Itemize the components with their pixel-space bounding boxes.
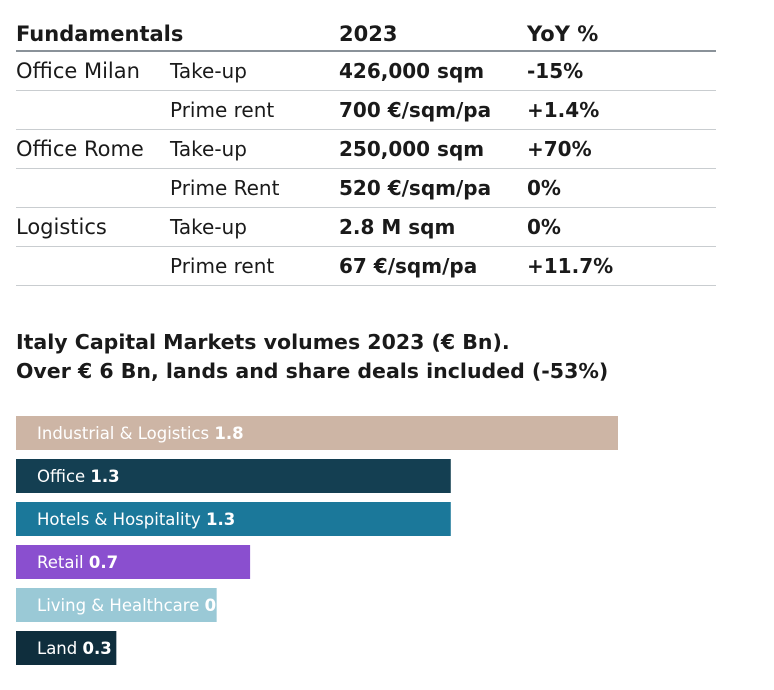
- bar-label: Industrial & Logistics 1.8: [37, 424, 244, 443]
- header-year: 2023: [339, 22, 398, 46]
- row-value: 67 €/sqm/pa: [339, 254, 478, 278]
- bar-value-label: 0.3: [82, 639, 111, 658]
- bar-category-label: Living & Healthcare: [37, 596, 205, 615]
- bar-category-label: Land: [37, 639, 82, 658]
- header-yoy: YoY %: [527, 22, 599, 46]
- bar-value-label: 1.3: [90, 467, 119, 486]
- bar-category-label: Industrial & Logistics: [37, 424, 214, 443]
- row-group: Logistics: [16, 215, 107, 239]
- table-row: Logistics Take-up 2.8 M sqm 0%: [16, 208, 716, 247]
- row-metric: Take-up: [170, 137, 247, 161]
- row-metric: Prime rent: [170, 98, 275, 122]
- bar-label: Living & Healthcare 0.6: [37, 596, 234, 615]
- bar-office: [16, 459, 451, 493]
- fundamentals-table: Fundamentals 2023 YoY % Office Milan Tak…: [16, 20, 716, 286]
- row-yoy: 0%: [527, 176, 561, 200]
- bar-value-label: 1.8: [214, 424, 243, 443]
- row-yoy: +1.4%: [527, 98, 600, 122]
- bar-label: Hotels & Hospitality 1.3: [37, 510, 235, 529]
- row-value: 700 €/sqm/pa: [339, 98, 492, 122]
- bar-value-label: 1.3: [206, 510, 235, 529]
- row-group: Office Milan: [16, 59, 140, 83]
- table-row: Office Rome Take-up 250,000 sqm +70%: [16, 130, 716, 169]
- bar-value-label: 0.7: [89, 553, 118, 572]
- chart-subtitle: Over € 6 Bn, lands and share deals inclu…: [16, 359, 609, 383]
- table-row: Office Milan Take-up 426,000 sqm -15%: [16, 52, 716, 91]
- row-value: 2.8 M sqm: [339, 215, 456, 239]
- header-fundamentals: Fundamentals: [16, 22, 184, 46]
- bar-industrial-logistics: [16, 416, 618, 450]
- table-row: Prime rent 67 €/sqm/pa +11.7%: [16, 247, 716, 286]
- bar-category-label: Hotels & Hospitality: [37, 510, 206, 529]
- bar-retail: [16, 545, 251, 579]
- row-yoy: +11.7%: [527, 254, 614, 278]
- bar-label: Land 0.3: [37, 639, 112, 658]
- table-row: Prime rent 700 €/sqm/pa +1.4%: [16, 91, 716, 130]
- row-value: 426,000 sqm: [339, 59, 485, 83]
- table-row: Prime Rent 520 €/sqm/pa 0%: [16, 169, 716, 208]
- bar-label: Retail 0.7: [37, 553, 118, 572]
- row-value: 520 €/sqm/pa: [339, 176, 492, 200]
- chart-title-block: Italy Capital Markets volumes 2023 (€ Bn…: [16, 328, 756, 386]
- bar-category-label: Office: [37, 467, 90, 486]
- row-metric: Take-up: [170, 215, 247, 239]
- bar-hotels-hospitality: [16, 502, 451, 536]
- table-header: Fundamentals 2023 YoY %: [16, 20, 716, 52]
- chart-title: Italy Capital Markets volumes 2023 (€ Bn…: [16, 330, 510, 354]
- bar-value-label: 0.6: [205, 596, 234, 615]
- row-group: Office Rome: [16, 137, 144, 161]
- row-yoy: +70%: [527, 137, 592, 161]
- bar-label: Office 1.3: [37, 467, 120, 486]
- row-yoy: 0%: [527, 215, 561, 239]
- row-value: 250,000 sqm: [339, 137, 485, 161]
- row-metric: Prime rent: [170, 254, 275, 278]
- row-metric: Take-up: [170, 59, 247, 83]
- row-yoy: -15%: [527, 59, 584, 83]
- bar-category-label: Retail: [37, 553, 89, 572]
- bar-living-healthcare: [16, 588, 217, 622]
- bar-land: [16, 631, 117, 665]
- row-metric: Prime Rent: [170, 176, 280, 200]
